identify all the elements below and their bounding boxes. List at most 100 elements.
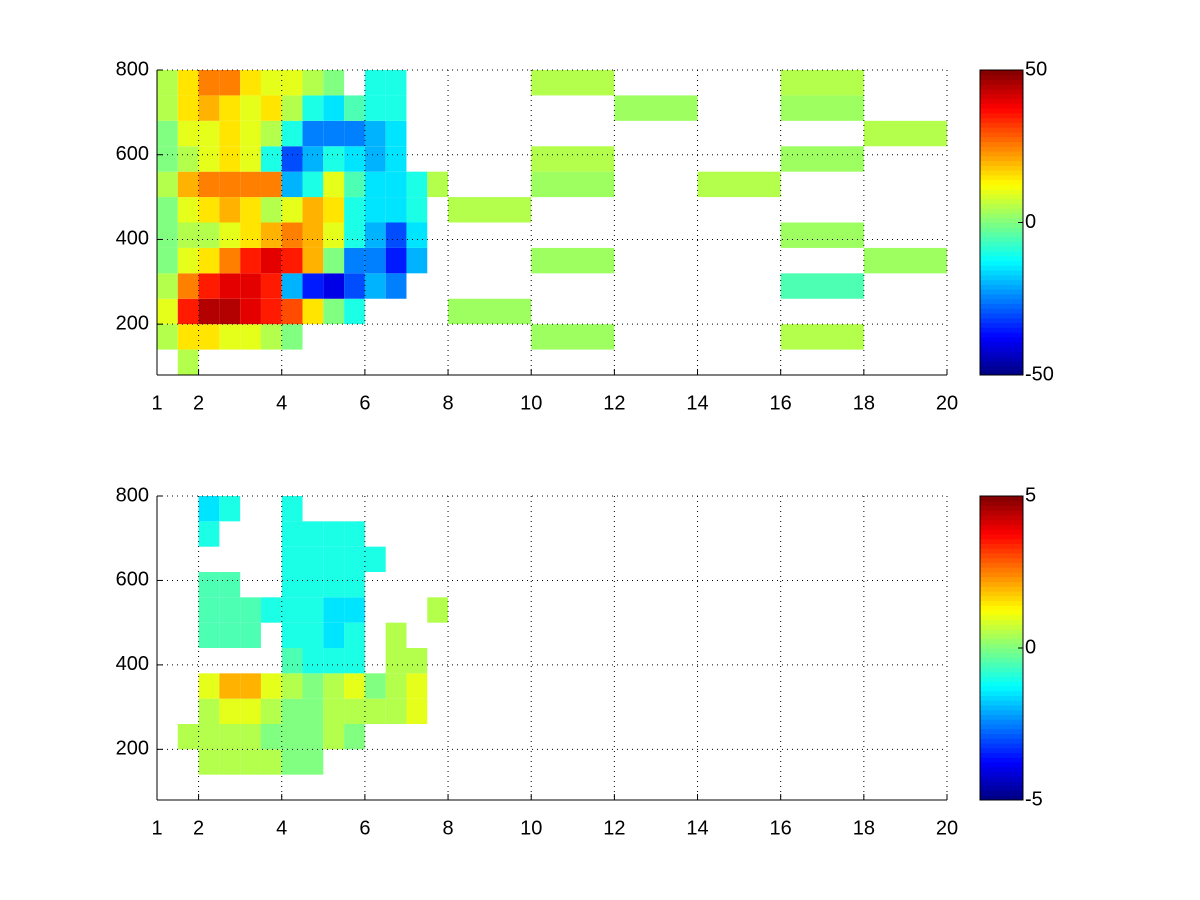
cell xyxy=(177,349,199,375)
cell xyxy=(323,222,345,248)
cell xyxy=(344,298,365,325)
cell xyxy=(531,324,615,350)
colorbar-swatch xyxy=(980,657,1023,663)
cell xyxy=(260,724,282,750)
cell xyxy=(281,247,303,274)
cell xyxy=(219,324,241,350)
colorbar-swatch xyxy=(980,74,1023,81)
colorbar-swatch xyxy=(980,700,1023,706)
cell xyxy=(240,298,261,325)
x-tick-label: 2 xyxy=(193,392,204,414)
x-tick-label: 16 xyxy=(770,392,792,414)
colorbar-swatch xyxy=(980,251,1023,257)
cell xyxy=(281,698,303,724)
cell xyxy=(281,724,303,750)
colorbar-swatch xyxy=(980,303,1023,309)
colorbar-swatch xyxy=(980,671,1023,677)
colorbar-swatch xyxy=(980,572,1023,578)
cell xyxy=(177,724,199,750)
cell xyxy=(219,273,241,299)
cell xyxy=(157,298,178,325)
cell xyxy=(385,95,407,121)
cell xyxy=(281,95,303,121)
colorbar-swatch xyxy=(980,643,1023,649)
colorbar-swatch xyxy=(980,170,1023,176)
cell xyxy=(198,496,220,522)
cell xyxy=(302,724,324,750)
colorbar-swatch xyxy=(980,184,1023,190)
colorbar-swatch xyxy=(980,676,1023,682)
cell xyxy=(406,673,428,699)
cell xyxy=(240,197,261,223)
cell xyxy=(364,146,386,172)
colorbar-swatch xyxy=(980,212,1023,219)
colorbar-swatch xyxy=(980,222,1023,228)
cell xyxy=(260,222,282,248)
cell xyxy=(219,749,241,775)
colorbar-swatch xyxy=(980,709,1023,715)
cell xyxy=(344,597,365,623)
cell xyxy=(385,698,407,724)
colorbar-swatch xyxy=(980,246,1023,252)
colorbar-swatch xyxy=(980,79,1023,85)
cell xyxy=(240,597,261,623)
x-tick-label: 8 xyxy=(442,392,453,414)
cell xyxy=(219,673,241,699)
cell xyxy=(531,146,615,172)
cell xyxy=(364,171,386,198)
colorbar-swatch xyxy=(980,146,1023,152)
cell xyxy=(780,324,864,350)
cell xyxy=(240,749,261,775)
cell xyxy=(364,70,386,96)
cell xyxy=(240,698,261,724)
colorbar-swatch xyxy=(980,633,1023,639)
cell xyxy=(198,572,220,598)
cell xyxy=(302,146,324,172)
colorbar-swatch xyxy=(980,795,1023,801)
x-tick-label: 14 xyxy=(686,392,708,414)
colorbar-swatch xyxy=(980,341,1023,347)
cell xyxy=(219,698,241,724)
cell xyxy=(219,70,241,96)
y-tick-label: 400 xyxy=(116,228,149,250)
cell xyxy=(364,698,386,724)
cell xyxy=(281,146,303,172)
colorbar-swatch xyxy=(980,605,1023,611)
colorbar-swatch xyxy=(980,529,1023,535)
cell xyxy=(240,146,261,172)
cell xyxy=(406,171,428,198)
cell xyxy=(219,622,241,648)
cell xyxy=(157,146,178,172)
colorbar-swatch xyxy=(980,785,1023,791)
colorbar-swatch xyxy=(980,265,1023,271)
cell xyxy=(323,95,345,121)
x-tick-label: 4 xyxy=(276,817,287,839)
cell xyxy=(219,222,241,248)
cell xyxy=(219,247,241,274)
cell xyxy=(385,622,407,648)
cell xyxy=(281,273,303,299)
colorbar-swatch xyxy=(980,108,1023,114)
x-tick-label: 20 xyxy=(936,817,958,839)
colorbar-swatch xyxy=(980,610,1023,616)
cell xyxy=(364,95,386,121)
cell xyxy=(219,146,241,172)
cell xyxy=(281,496,303,522)
colorbar-swatch xyxy=(980,586,1023,592)
colorbar-swatch xyxy=(980,317,1023,324)
colorbar-swatch xyxy=(980,562,1023,568)
cell xyxy=(302,247,324,274)
cell xyxy=(198,298,220,325)
cell xyxy=(344,273,365,299)
colorbar-swatch xyxy=(980,160,1023,166)
cell xyxy=(281,197,303,223)
cell xyxy=(385,222,407,248)
cell xyxy=(531,70,615,96)
cell xyxy=(323,146,345,172)
cell xyxy=(240,222,261,248)
cell xyxy=(385,70,407,96)
colorbar-swatch xyxy=(980,346,1023,352)
cell xyxy=(344,521,365,547)
colorbar-swatch xyxy=(980,293,1023,300)
cell xyxy=(240,120,261,147)
